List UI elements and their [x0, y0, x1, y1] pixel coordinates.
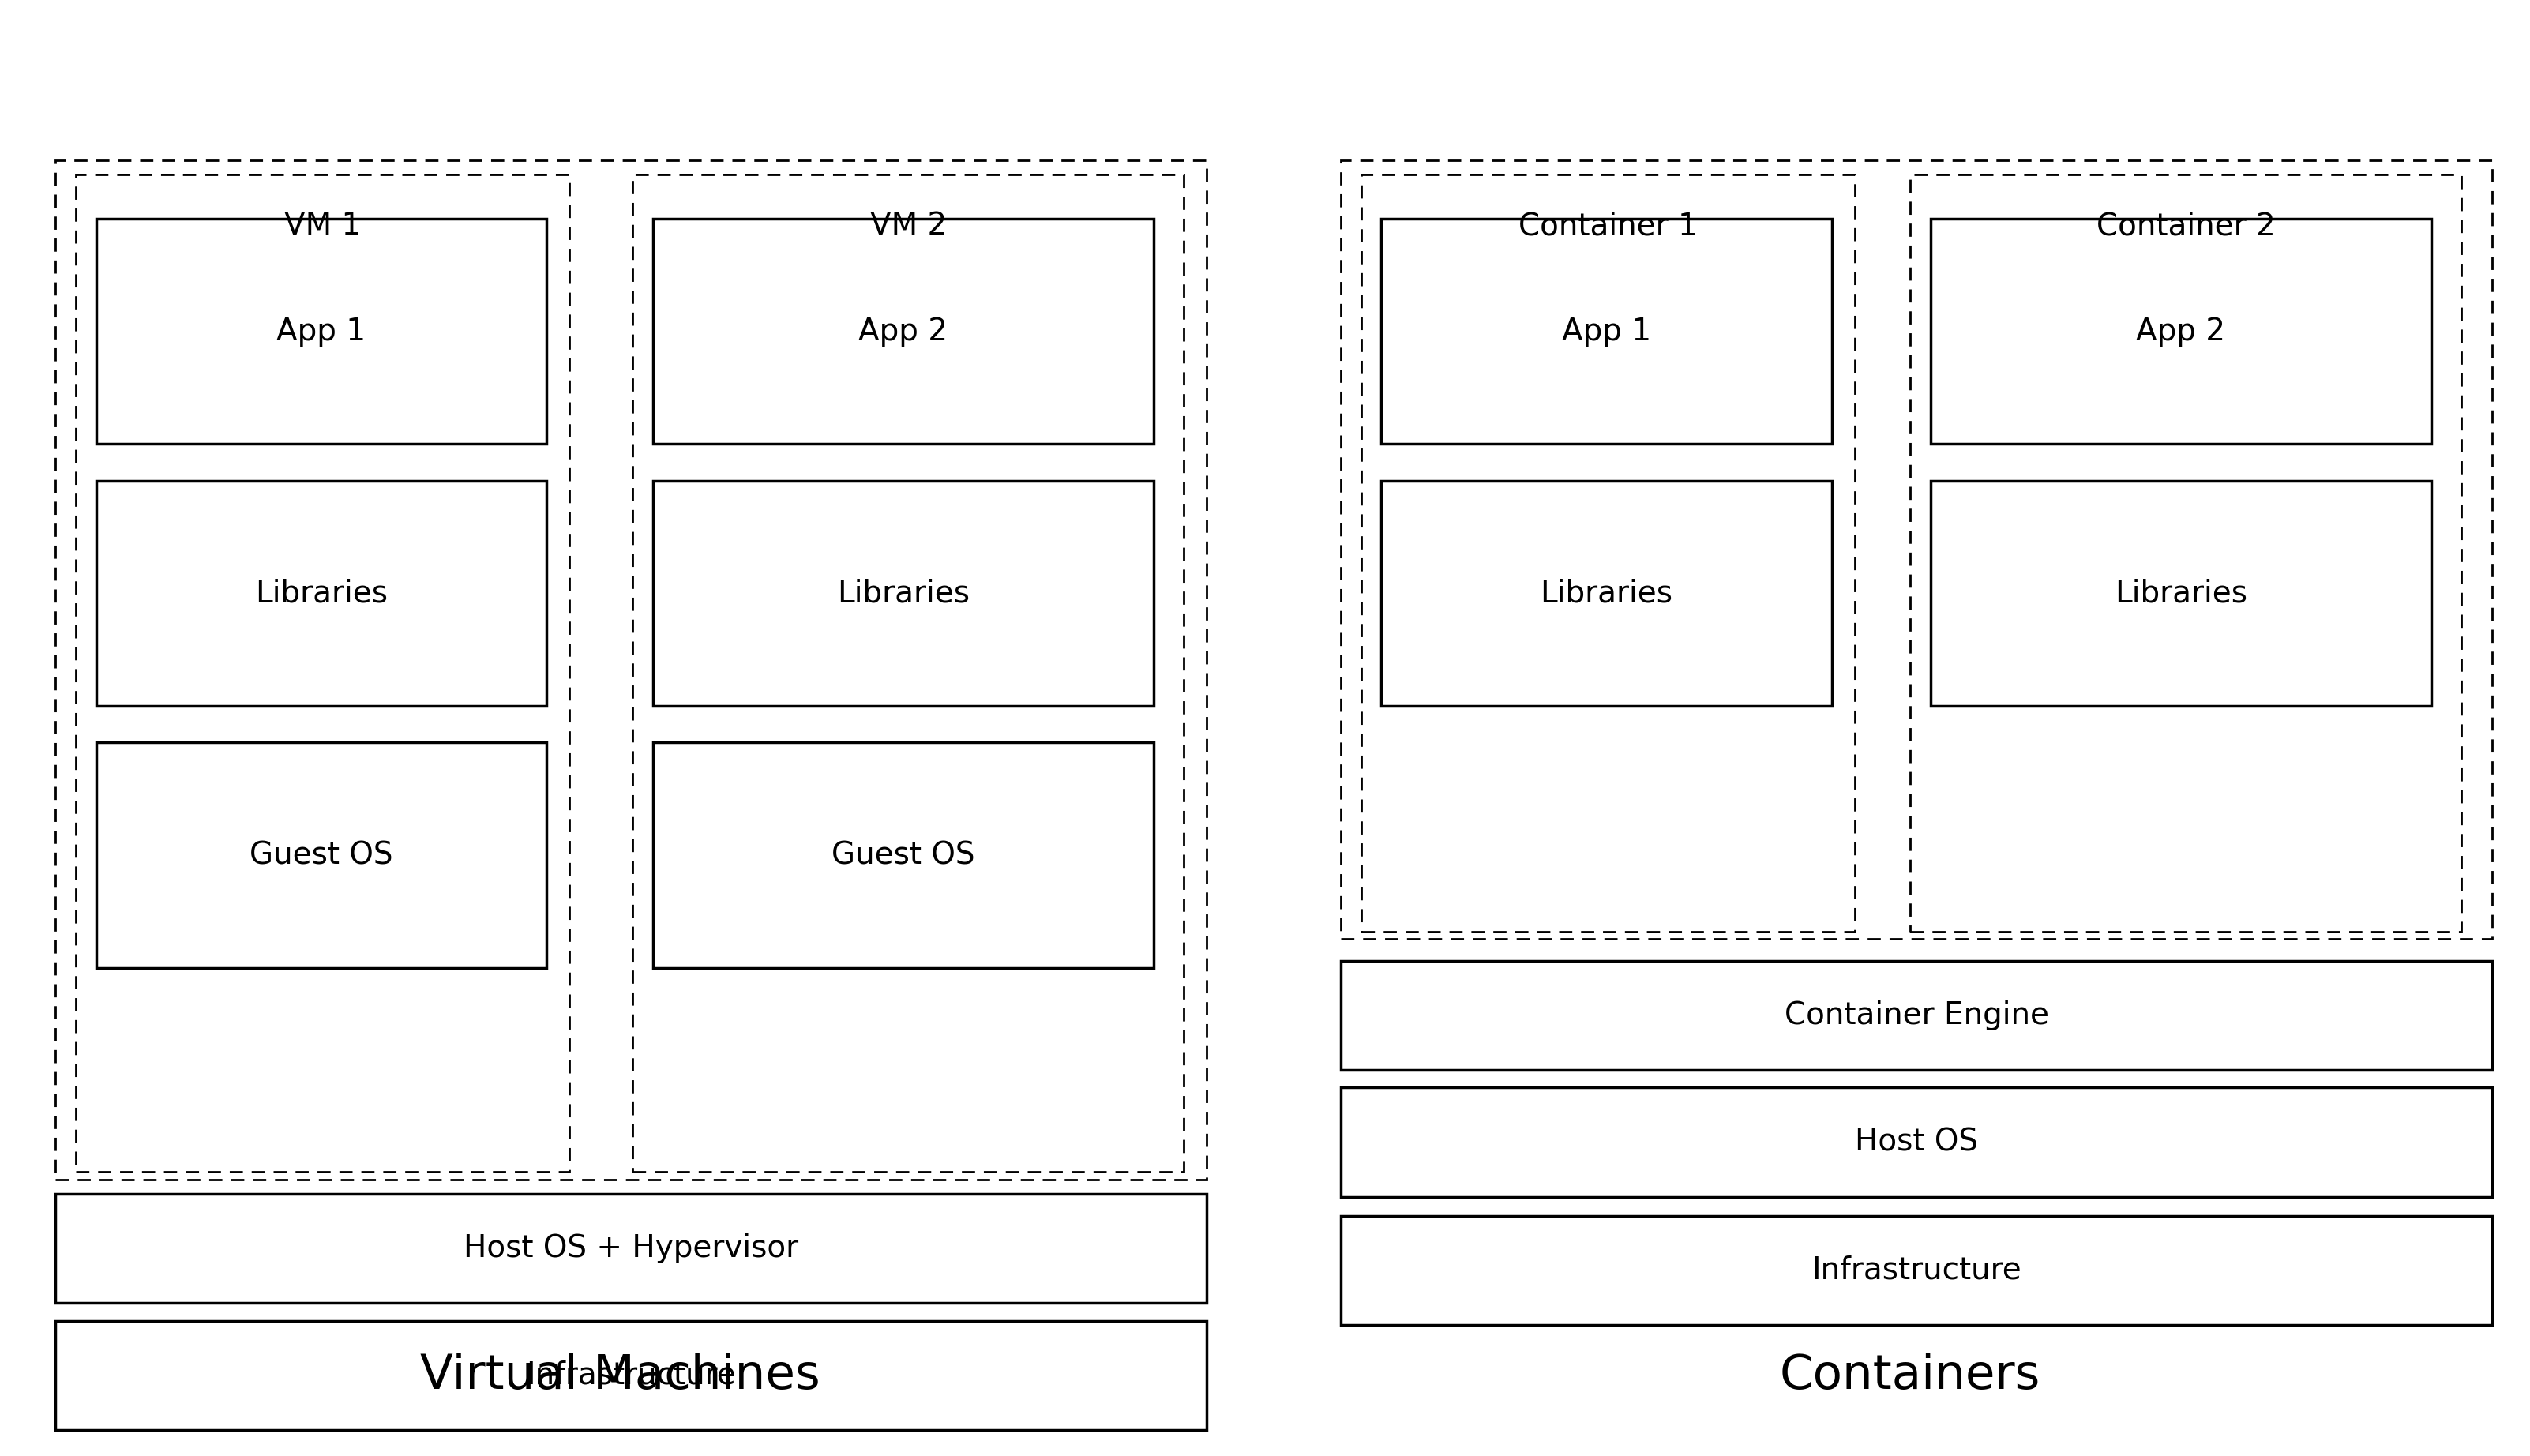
Text: App 2: App 2 [2135, 316, 2226, 347]
Text: Libraries: Libraries [1541, 578, 1672, 609]
Bar [1381, 480, 1832, 706]
Text: Libraries: Libraries [256, 578, 387, 609]
Text: App 2: App 2 [858, 316, 949, 347]
Bar [653, 480, 1154, 706]
Text: VM 2: VM 2 [870, 211, 946, 242]
Bar [653, 218, 1154, 444]
Bar [76, 175, 569, 1172]
Text: Virtual Machines: Virtual Machines [420, 1353, 820, 1399]
Text: App 1: App 1 [1561, 316, 1652, 347]
Text: Infrastructure: Infrastructure [1811, 1255, 2021, 1286]
Bar [56, 1194, 1207, 1303]
Bar [1381, 218, 1832, 444]
Bar [632, 175, 1184, 1172]
Text: App 1: App 1 [276, 316, 367, 347]
Text: Container 1: Container 1 [1518, 211, 1698, 242]
Text: Container 2: Container 2 [2097, 211, 2274, 242]
Text: Infrastructure: Infrastructure [526, 1360, 736, 1390]
Bar [56, 1321, 1207, 1430]
Bar [1341, 1216, 2492, 1325]
Bar [1341, 961, 2492, 1070]
Bar [1910, 175, 2462, 932]
Bar [96, 743, 546, 968]
Bar [56, 160, 1207, 1179]
Text: VM 1: VM 1 [283, 211, 362, 242]
Bar [653, 743, 1154, 968]
Text: Guest OS: Guest OS [832, 840, 974, 871]
Bar [1930, 480, 2431, 706]
Text: Host OS: Host OS [1854, 1127, 1978, 1158]
Text: Libraries: Libraries [837, 578, 969, 609]
Text: Containers: Containers [1779, 1353, 2042, 1399]
Bar [1341, 1088, 2492, 1197]
Text: Container Engine: Container Engine [1784, 1000, 2049, 1031]
Bar [1361, 175, 1854, 932]
Text: Libraries: Libraries [2115, 578, 2247, 609]
Text: Host OS + Hypervisor: Host OS + Hypervisor [463, 1233, 799, 1264]
Bar [1341, 160, 2492, 939]
Bar [1930, 218, 2431, 444]
Bar [96, 218, 546, 444]
Bar [96, 480, 546, 706]
Text: Guest OS: Guest OS [250, 840, 392, 871]
